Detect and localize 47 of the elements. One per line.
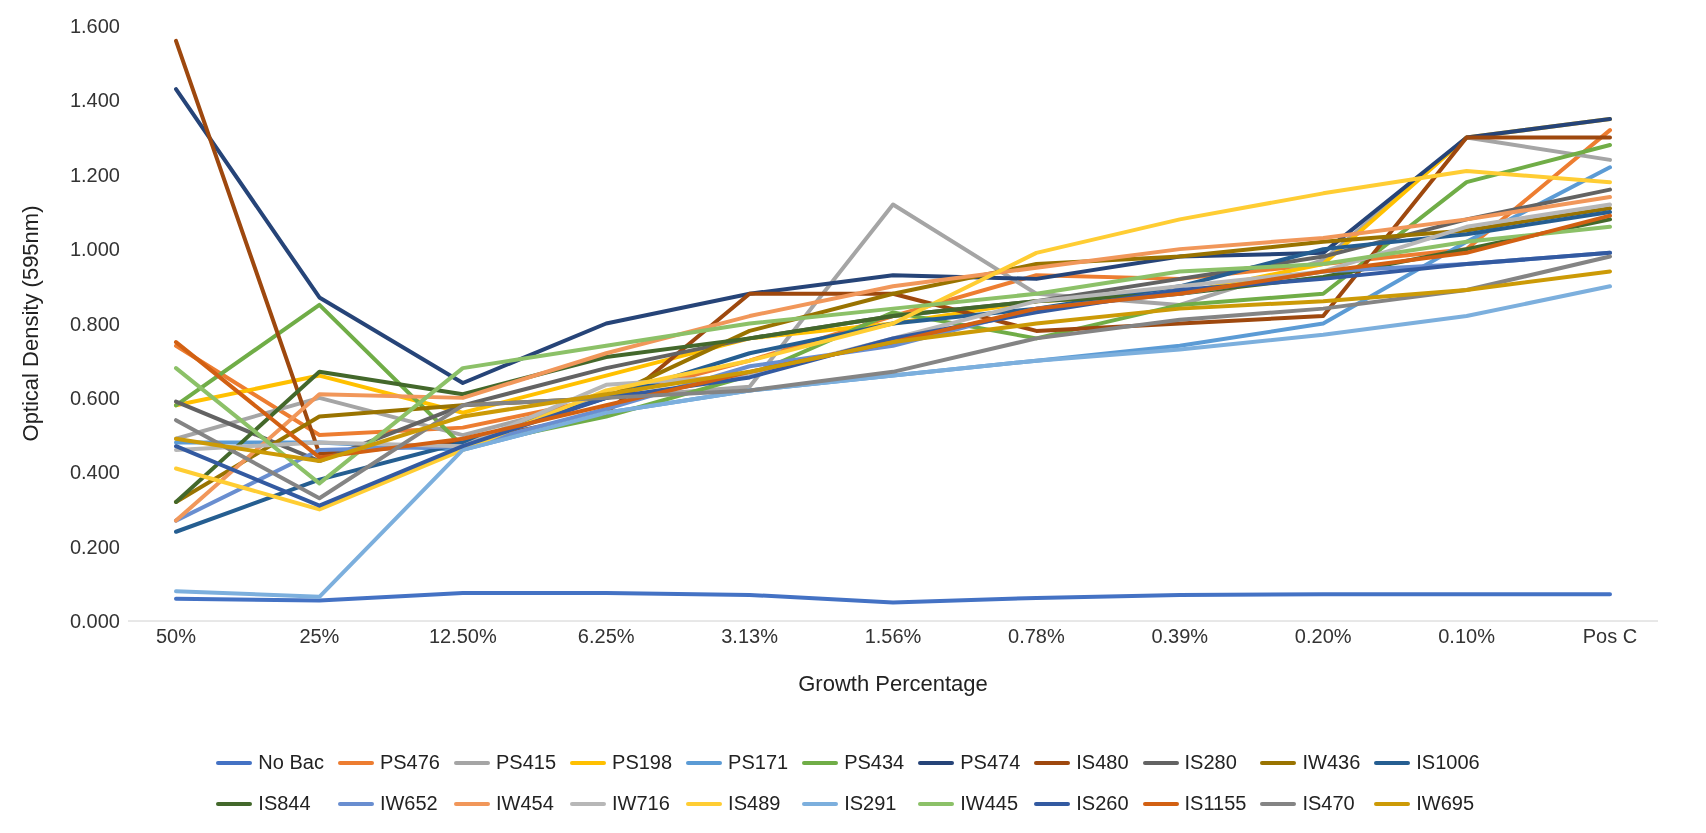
line-series (174, 284, 1612, 599)
x-tick-label: 6.25% (577, 625, 635, 648)
y-tick-label: 0.600 (69, 386, 120, 409)
legend-label: IS489 (728, 792, 781, 815)
y-tick-label: 1.000 (69, 238, 120, 261)
y-tick-label: 1.600 (69, 15, 120, 38)
legend-label: IS844 (258, 792, 311, 815)
x-tick-label: 12.50% (428, 625, 497, 648)
x-tick-label: 3.13% (721, 625, 779, 648)
legend-label: IS1155 (1184, 792, 1247, 815)
legend-label: IS470 (1302, 792, 1355, 815)
y-tick-label: 1.200 (69, 163, 120, 186)
x-tick-label: 0.10% (1438, 625, 1496, 648)
x-tick-label: 50% (155, 625, 197, 648)
x-tick-label: 0.39% (1151, 625, 1209, 648)
x-tick-label: 0.78% (1008, 625, 1065, 648)
y-tick-label: 0.800 (69, 312, 120, 335)
y-axis-title: Optical Density (595nm) (17, 205, 43, 442)
legend-label: IW445 (960, 792, 1019, 815)
legend-label: IS480 (1076, 751, 1129, 774)
legend-label: PS434 (844, 751, 905, 774)
x-tick-label: Pos C (1582, 625, 1638, 648)
x-axis-title: Growth Percentage (798, 671, 988, 696)
legend-label: IW652 (379, 792, 438, 815)
legend-label: PS415 (495, 751, 557, 774)
legend-label: IW716 (612, 792, 670, 815)
legend-label: PS198 (612, 751, 673, 774)
y-tick-label: 0.000 (69, 610, 120, 633)
x-tick-label: 1.56% (864, 625, 922, 648)
legend-label: No Bac (258, 751, 324, 774)
line-series (174, 591, 1612, 605)
line-series (174, 269, 1612, 464)
legend-label: IS280 (1184, 751, 1237, 774)
x-tick-label: 0.20% (1294, 625, 1352, 648)
legend-label: PS476 (379, 751, 440, 774)
legend-label: IW695 (1416, 792, 1475, 815)
x-tick-label: 25% (299, 625, 340, 648)
y-tick-label: 0.400 (69, 461, 120, 484)
legend-label: IW436 (1302, 751, 1361, 774)
legend-label: IS291 (844, 792, 897, 815)
legend-label: IS260 (1076, 792, 1129, 815)
legend-label: IW454 (495, 792, 554, 815)
legend-label: PS171 (728, 751, 789, 774)
y-tick-label: 0.200 (69, 535, 120, 558)
legend-label: PS474 (960, 751, 1021, 774)
y-tick-label: 1.400 (69, 89, 120, 112)
legend-label: IS1006 (1416, 751, 1480, 774)
